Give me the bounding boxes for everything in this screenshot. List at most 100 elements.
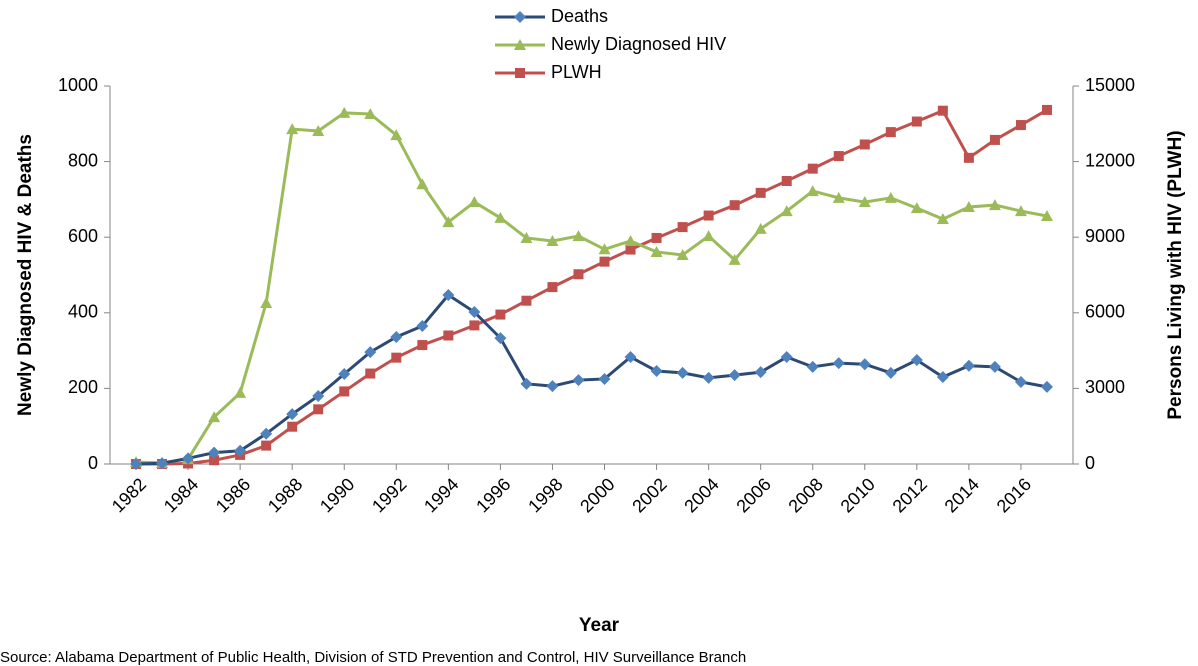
x-tick-label: 2000 (576, 474, 618, 516)
marker (859, 139, 870, 150)
marker (937, 105, 948, 116)
marker (728, 369, 741, 382)
series (130, 289, 1053, 470)
series (130, 106, 1053, 468)
marker (780, 351, 793, 364)
marker (260, 296, 273, 308)
marker (885, 127, 896, 138)
marker (390, 330, 403, 343)
series-line (135, 111, 1048, 465)
marker (806, 360, 819, 373)
marker (417, 340, 428, 351)
marker (910, 202, 923, 214)
marker (234, 386, 247, 398)
marker (572, 374, 585, 387)
y2-tick-label: 6000 (1085, 302, 1125, 322)
marker (651, 232, 662, 243)
marker (936, 371, 949, 384)
legend-marker (515, 68, 525, 78)
marker (338, 368, 351, 381)
y-tick-label: 400 (68, 302, 98, 322)
marker (598, 243, 611, 255)
x-tick-label: 1996 (472, 474, 514, 516)
y2-tick-label: 3000 (1085, 377, 1125, 397)
marker (572, 230, 585, 242)
marker (208, 446, 221, 459)
marker (260, 427, 273, 440)
marker (962, 200, 975, 212)
marker (1040, 210, 1053, 222)
series-line (135, 293, 1048, 466)
marker (780, 205, 793, 217)
x-tick-label: 1998 (524, 474, 566, 516)
marker (729, 200, 740, 211)
marker (754, 366, 767, 379)
x-tick-label: 2002 (628, 474, 670, 516)
marker (547, 282, 558, 293)
marker (1040, 380, 1053, 393)
marker (468, 306, 481, 319)
marker (442, 289, 455, 302)
marker (520, 377, 533, 390)
marker (598, 372, 611, 385)
marker (364, 346, 377, 359)
marker (754, 222, 767, 234)
marker (1015, 120, 1026, 131)
series (131, 104, 1052, 469)
x-tick-label: 1982 (108, 474, 150, 516)
marker (858, 358, 871, 371)
marker (443, 330, 454, 341)
y2-tick-label: 15000 (1085, 75, 1135, 95)
x-tick-label: 2010 (837, 474, 879, 516)
y-tick-label: 0 (88, 453, 98, 473)
y-axis-title: Newly Diagnosed HIV & Deaths (15, 134, 36, 416)
x-tick-label: 2008 (784, 474, 826, 516)
marker (546, 234, 559, 246)
marker (702, 371, 715, 384)
x-tick-label: 1986 (212, 474, 254, 516)
marker (676, 248, 689, 260)
marker (781, 176, 792, 187)
marker (884, 191, 897, 203)
marker (728, 253, 741, 265)
marker (520, 231, 533, 243)
marker (911, 116, 922, 127)
x-axis-title: Year (579, 615, 620, 636)
y2-tick-label: 0 (1085, 453, 1095, 473)
marker (338, 106, 351, 118)
marker (287, 421, 298, 432)
marker (703, 210, 714, 221)
marker (599, 256, 610, 267)
marker (936, 213, 949, 225)
marker (963, 152, 974, 163)
x-tick-label: 2006 (732, 474, 774, 516)
marker (286, 123, 299, 135)
y-tick-label: 600 (68, 226, 98, 246)
marker (468, 196, 481, 208)
x-tick-label: 1992 (368, 474, 410, 516)
x-tick-label: 2012 (889, 474, 931, 516)
marker (573, 269, 584, 280)
marker (494, 211, 507, 223)
marker (624, 351, 637, 364)
marker (494, 332, 507, 345)
marker (988, 199, 1001, 211)
marker (807, 163, 818, 174)
marker (988, 360, 1001, 373)
marker (858, 196, 871, 208)
marker (416, 178, 429, 190)
marker (989, 134, 1000, 145)
marker (755, 187, 766, 198)
marker (312, 389, 325, 402)
marker (962, 359, 975, 372)
marker (677, 222, 688, 233)
y2-tick-label: 12000 (1085, 150, 1135, 170)
marker (832, 191, 845, 203)
legend-label: Newly Diagnosed HIV (551, 34, 726, 54)
marker (625, 244, 636, 255)
marker (130, 458, 143, 470)
x-tick-label: 1990 (316, 474, 358, 516)
y-tick-label: 800 (68, 150, 98, 170)
marker (624, 234, 637, 246)
